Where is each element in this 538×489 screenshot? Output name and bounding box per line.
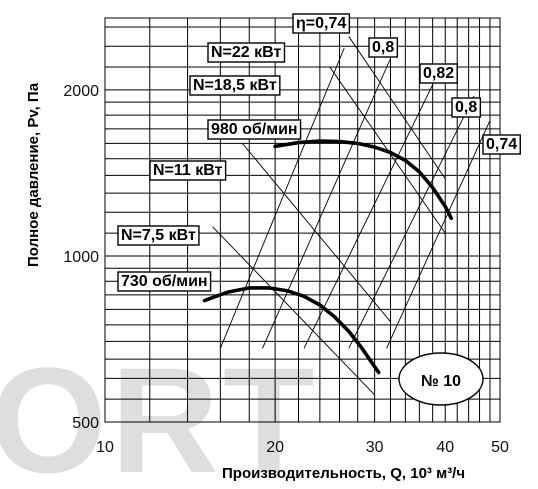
power-label: N=22 кВт — [211, 44, 281, 61]
efficiency-label-box — [368, 37, 399, 58]
model-label: № 10 — [421, 373, 461, 390]
efficiency-label: 0,74 — [486, 136, 517, 153]
power-label-box — [207, 42, 286, 63]
x-tick-label: 20 — [266, 439, 284, 456]
efficiency-label-box — [451, 97, 482, 118]
speed-curve — [202, 286, 381, 375]
power-label: N=7,5 кВт — [121, 227, 196, 244]
power-line — [348, 36, 446, 180]
power-label-box — [117, 225, 200, 246]
efficiency-label: 0,82 — [423, 65, 454, 82]
speed-label: 980 об/мин — [211, 121, 298, 138]
watermark: ORT — [0, 336, 319, 489]
tick-labels: 10 20 30 40 50 500 1000 2000 — [63, 83, 509, 456]
y-tick-label: 2000 — [63, 83, 99, 100]
efficiency-label-box — [292, 13, 351, 34]
power-label: N=18,5 кВт — [193, 77, 277, 94]
power-label-box — [189, 75, 281, 96]
efficiency-line — [219, 48, 345, 349]
duty-lines — [212, 36, 491, 396]
model-ellipse — [398, 352, 484, 406]
x-tick-label: 40 — [436, 439, 454, 456]
efficiency-label-box — [419, 63, 458, 84]
power-line — [241, 143, 391, 322]
efficiency-label: η=0,74 — [296, 15, 346, 32]
speed-label: 730 об/мин — [121, 273, 208, 290]
power-label-box — [149, 160, 227, 181]
efficiency-line — [386, 120, 491, 349]
y-tick-label: 500 — [72, 415, 99, 432]
efficiency-label: 0,8 — [455, 99, 477, 116]
efficiency-label-box — [482, 134, 521, 155]
speed-label-box — [117, 271, 212, 292]
power-line — [212, 226, 375, 396]
y-axis-label: Полное давление, Pv, Па — [25, 82, 42, 267]
efficiency-line — [303, 78, 437, 349]
power-label: N=11 кВт — [153, 162, 223, 179]
efficiency-label: 0,8 — [372, 39, 394, 56]
efficiency-line — [348, 95, 475, 349]
y-tick-label: 1000 — [63, 249, 99, 266]
speed-label-box — [207, 119, 302, 140]
speed-curve — [273, 139, 454, 221]
x-tick-label: 10 — [96, 439, 114, 456]
speed-curves — [202, 139, 454, 375]
x-tick-label: 50 — [491, 439, 509, 456]
x-axis-label: Производительность, Q, 10³ м³/ч — [222, 465, 465, 482]
x-tick-label: 30 — [366, 439, 384, 456]
